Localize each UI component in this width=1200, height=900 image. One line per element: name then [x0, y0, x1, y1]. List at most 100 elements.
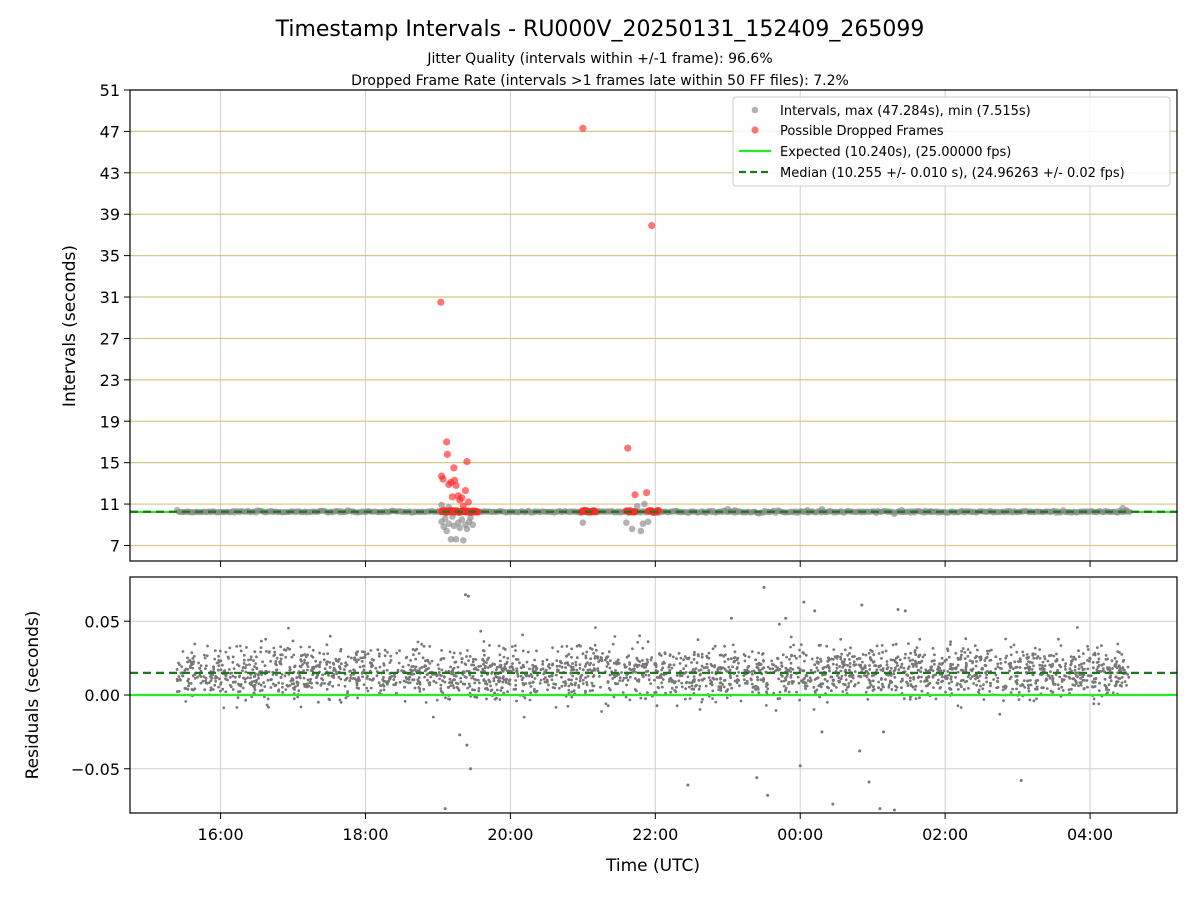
residual-point: [792, 643, 796, 647]
interval-point: [644, 518, 652, 525]
residual-point: [711, 647, 715, 651]
residual-point: [1118, 651, 1121, 654]
residual-point: [1075, 682, 1078, 685]
residual-point: [221, 663, 224, 667]
residual-point: [956, 663, 960, 667]
residual-point: [481, 658, 485, 662]
residual-point: [328, 661, 331, 664]
residual-point: [192, 654, 196, 658]
residual-point: [851, 676, 855, 680]
residual-point: [973, 674, 977, 678]
residual-point: [1060, 678, 1064, 681]
residual-point: [243, 680, 247, 684]
residual-point: [715, 677, 719, 681]
residual-point: [257, 672, 260, 676]
residual-point: [274, 662, 277, 666]
residual-point: [992, 678, 995, 681]
residual-point: [1022, 679, 1026, 682]
residual-point: [872, 653, 876, 657]
residual-point: [713, 644, 717, 648]
residual-point: [505, 677, 509, 681]
residual-point: [996, 662, 1000, 666]
residual-point: [569, 671, 573, 675]
residual-point: [969, 677, 972, 680]
residual-point: [920, 659, 924, 663]
residual-point: [851, 655, 854, 659]
residual-point: [311, 673, 315, 677]
residual-point: [827, 656, 830, 660]
residual-point: [667, 665, 671, 669]
residual-point: [470, 676, 474, 680]
residual-point: [784, 689, 787, 693]
dropped-frame-point: [643, 489, 651, 497]
residual-point: [886, 666, 890, 669]
residual-point: [880, 657, 883, 660]
residual-point: [337, 683, 341, 687]
residual-point: [947, 673, 951, 677]
residual-point: [473, 681, 477, 685]
residual-point: [523, 696, 527, 700]
residual-point: [487, 656, 490, 660]
residual-point: [907, 665, 911, 669]
x-axis-label: Time (UTC): [605, 856, 700, 876]
residual-point: [536, 673, 539, 677]
residual-point: [735, 674, 739, 678]
x-tick-label: 16:00: [198, 825, 244, 844]
residual-point: [1032, 699, 1036, 703]
residual-point: [816, 656, 819, 660]
residual-point: [913, 688, 917, 691]
residual-point: [931, 669, 935, 673]
residual-point: [1057, 637, 1060, 641]
residual-point: [959, 655, 963, 659]
residual-point: [757, 691, 761, 695]
residual-point: [403, 699, 407, 703]
residual-point: [704, 666, 708, 669]
residual-point: [661, 678, 665, 681]
residual-point: [1055, 659, 1059, 663]
residual-point: [914, 660, 918, 664]
residual-point: [550, 673, 554, 677]
residual-point: [918, 696, 921, 700]
x-tick-label: 02:00: [922, 825, 968, 844]
x-tick-label: 00:00: [777, 825, 823, 844]
residual-point: [645, 658, 649, 661]
residual-point: [266, 678, 270, 682]
residual-point: [192, 688, 195, 692]
residual-point: [986, 652, 990, 656]
residual-point: [1074, 672, 1077, 675]
residual-point: [511, 654, 515, 658]
residual-point: [586, 661, 589, 664]
residual-point: [700, 678, 704, 682]
residual-point: [636, 640, 640, 644]
residual-point: [835, 666, 839, 670]
residual-point: [521, 676, 525, 680]
residual-point: [1027, 689, 1031, 693]
residual-point: [894, 666, 897, 670]
residual-point: [985, 655, 989, 659]
residual-point: [209, 686, 213, 690]
residual-point: [1058, 675, 1062, 679]
residual-point: [1086, 667, 1090, 671]
residual-point: [690, 681, 694, 685]
residual-point: [1051, 690, 1055, 694]
residual-point: [210, 676, 214, 680]
residual-point: [375, 674, 379, 678]
residual-point: [325, 663, 329, 666]
residual-point: [279, 645, 282, 649]
residual-point: [670, 686, 674, 690]
residual-point: [468, 655, 472, 658]
residual-point: [1060, 685, 1064, 689]
residual-point: [325, 687, 329, 691]
residual-point: [554, 673, 558, 677]
residual-point: [755, 662, 759, 666]
residual-point: [881, 650, 884, 654]
residual-point: [1025, 663, 1029, 666]
residual-point: [1081, 678, 1085, 682]
residual-point: [241, 669, 244, 672]
residual-point: [503, 662, 507, 666]
residual-point: [1120, 676, 1124, 679]
residual-point: [920, 675, 923, 679]
residual-point: [849, 680, 853, 683]
residual-point: [654, 665, 658, 669]
residual-point: [293, 664, 297, 668]
